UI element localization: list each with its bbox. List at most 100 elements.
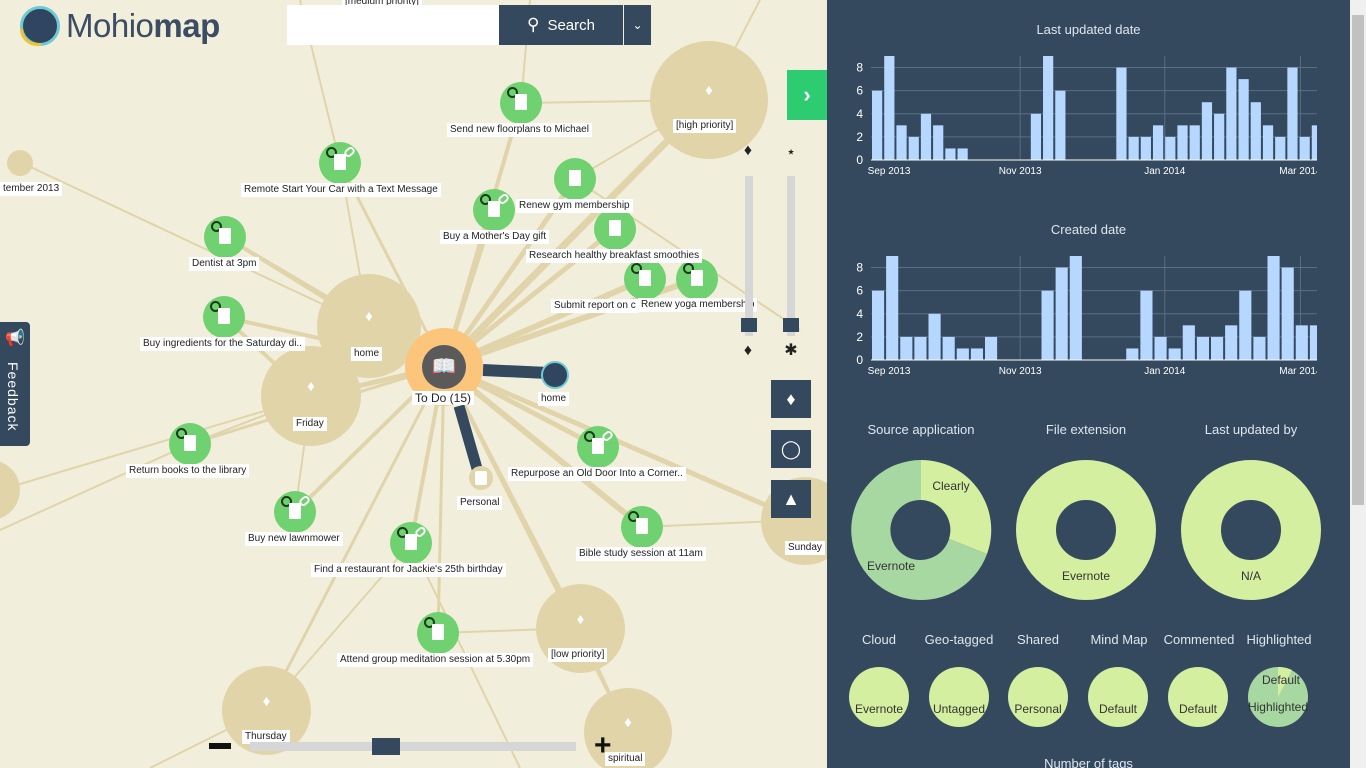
tag-node-september[interactable] — [7, 150, 33, 176]
bar[interactable] — [900, 336, 913, 360]
bar[interactable] — [956, 348, 969, 360]
bar[interactable] — [1253, 336, 1266, 360]
bar[interactable] — [1055, 267, 1068, 360]
bar[interactable] — [1239, 290, 1252, 360]
tag-node-high-priority[interactable]: ♦ — [650, 41, 768, 159]
search-options-dropdown[interactable]: ⌄ — [624, 5, 651, 45]
bar[interactable] — [1196, 336, 1209, 360]
link-node-personal[interactable] — [469, 466, 493, 490]
bar[interactable] — [920, 113, 932, 160]
donut-source-application[interactable]: Clearly Evernote — [851, 459, 992, 600]
bar[interactable] — [957, 148, 968, 160]
note-node[interactable] — [621, 506, 663, 548]
zoom-in-button[interactable]: + — [594, 729, 612, 762]
bar[interactable] — [1030, 113, 1042, 160]
bar[interactable] — [886, 256, 899, 360]
note-node[interactable] — [594, 208, 636, 250]
slider-thumb[interactable] — [783, 318, 799, 332]
bar[interactable] — [1226, 67, 1237, 160]
bar[interactable] — [1262, 125, 1274, 160]
bar[interactable] — [1250, 102, 1261, 160]
bar[interactable] — [1214, 113, 1225, 160]
bar[interactable] — [1275, 136, 1286, 160]
zoom-slider[interactable] — [250, 738, 576, 755]
tag-node-left-partial[interactable] — [0, 460, 20, 520]
bar[interactable] — [1281, 267, 1294, 360]
bar[interactable] — [928, 313, 941, 360]
layout-circle-button[interactable]: ◯ — [771, 430, 811, 468]
note-node[interactable] — [204, 216, 246, 258]
bar[interactable] — [872, 290, 885, 360]
bar[interactable] — [1295, 325, 1308, 360]
note-node[interactable] — [473, 189, 515, 231]
app-logo[interactable]: Mohiomap — [20, 6, 220, 46]
page-scrollbar[interactable] — [1350, 0, 1366, 768]
small-pie-charts[interactable]: Evernote Untagged Personal Default Defau… — [827, 658, 1350, 738]
bar[interactable] — [1165, 136, 1176, 160]
bar[interactable] — [1154, 336, 1167, 360]
bar[interactable] — [914, 336, 927, 360]
bar[interactable] — [1116, 67, 1127, 160]
tag-density-slider[interactable] — [741, 176, 757, 336]
bar[interactable] — [884, 56, 895, 160]
bar[interactable] — [872, 90, 883, 160]
bar[interactable] — [1311, 125, 1317, 160]
bar[interactable] — [1238, 79, 1249, 160]
zoom-slider-thumb[interactable] — [372, 738, 400, 755]
bar[interactable] — [985, 336, 998, 360]
bar[interactable] — [896, 125, 907, 160]
note-node[interactable] — [676, 258, 718, 300]
note-node[interactable] — [500, 82, 542, 124]
note-node[interactable] — [577, 426, 619, 468]
bar[interactable] — [1201, 102, 1213, 160]
bar[interactable] — [1309, 325, 1317, 360]
analytics-panel[interactable]: Last updated date 0 2 4 6 8 Sep 2013 Nov 2013 J… — [827, 0, 1350, 768]
bar[interactable] — [942, 336, 955, 360]
panel-toggle-button[interactable]: › — [787, 70, 827, 120]
bar[interactable] — [1182, 325, 1195, 360]
scrollbar-thumb[interactable] — [1352, 15, 1364, 505]
note-node[interactable] — [274, 491, 316, 533]
bar[interactable] — [1152, 125, 1164, 160]
bar[interactable] — [1168, 348, 1181, 360]
bar[interactable] — [945, 148, 956, 160]
link-density-slider[interactable] — [783, 176, 799, 336]
note-node[interactable] — [319, 142, 361, 184]
bar[interactable] — [908, 136, 919, 160]
bar[interactable] — [1299, 136, 1310, 160]
bar[interactable] — [1177, 125, 1188, 160]
tag-toggle-button[interactable]: ♦ — [771, 380, 811, 418]
donut-last-updated-by[interactable]: N/A — [1181, 460, 1321, 600]
feedback-tab[interactable]: 📢 Feedback — [0, 322, 30, 446]
zoom-out-button[interactable] — [209, 743, 231, 749]
bar[interactable] — [1140, 136, 1151, 160]
note-node[interactable] — [390, 522, 432, 564]
slider-thumb[interactable] — [741, 318, 757, 332]
bar[interactable] — [1267, 256, 1280, 360]
note-node[interactable] — [417, 612, 459, 654]
bar[interactable] — [1189, 125, 1200, 160]
note-node[interactable] — [203, 296, 245, 338]
bar[interactable] — [1128, 136, 1139, 160]
donut-charts[interactable]: Clearly Evernote Evernote N/A — [827, 450, 1350, 610]
bar[interactable] — [1041, 290, 1054, 360]
paint-bucket-button[interactable]: ▲ — [771, 480, 811, 518]
bar[interactable] — [1225, 325, 1238, 360]
note-node[interactable] — [169, 423, 211, 465]
bar[interactable] — [1055, 90, 1066, 160]
bar[interactable] — [1211, 336, 1224, 360]
search-button[interactable]: ⚲ Search — [499, 5, 623, 45]
search-input[interactable] — [287, 5, 499, 45]
last-updated-chart[interactable]: 0 2 4 6 8 Sep 2013 Nov 2013 Jan 2014 Mar 2014 — [837, 50, 1317, 180]
mind-map-canvas[interactable]: ♦ ♦ ♦ ♦ ♦ ♦ 📖 [medium priority] Send new… — [0, 0, 827, 768]
note-node[interactable] — [554, 158, 596, 200]
bar[interactable] — [970, 348, 983, 360]
bar[interactable] — [1126, 348, 1139, 360]
tag-node-friday[interactable]: ♦ — [261, 346, 361, 446]
bar[interactable] — [1043, 56, 1054, 160]
bar[interactable] — [1069, 256, 1082, 360]
donut-file-extension[interactable]: Evernote — [1016, 460, 1156, 600]
bar[interactable] — [933, 125, 944, 160]
bar[interactable] — [1287, 67, 1298, 160]
bar[interactable] — [1140, 290, 1153, 360]
